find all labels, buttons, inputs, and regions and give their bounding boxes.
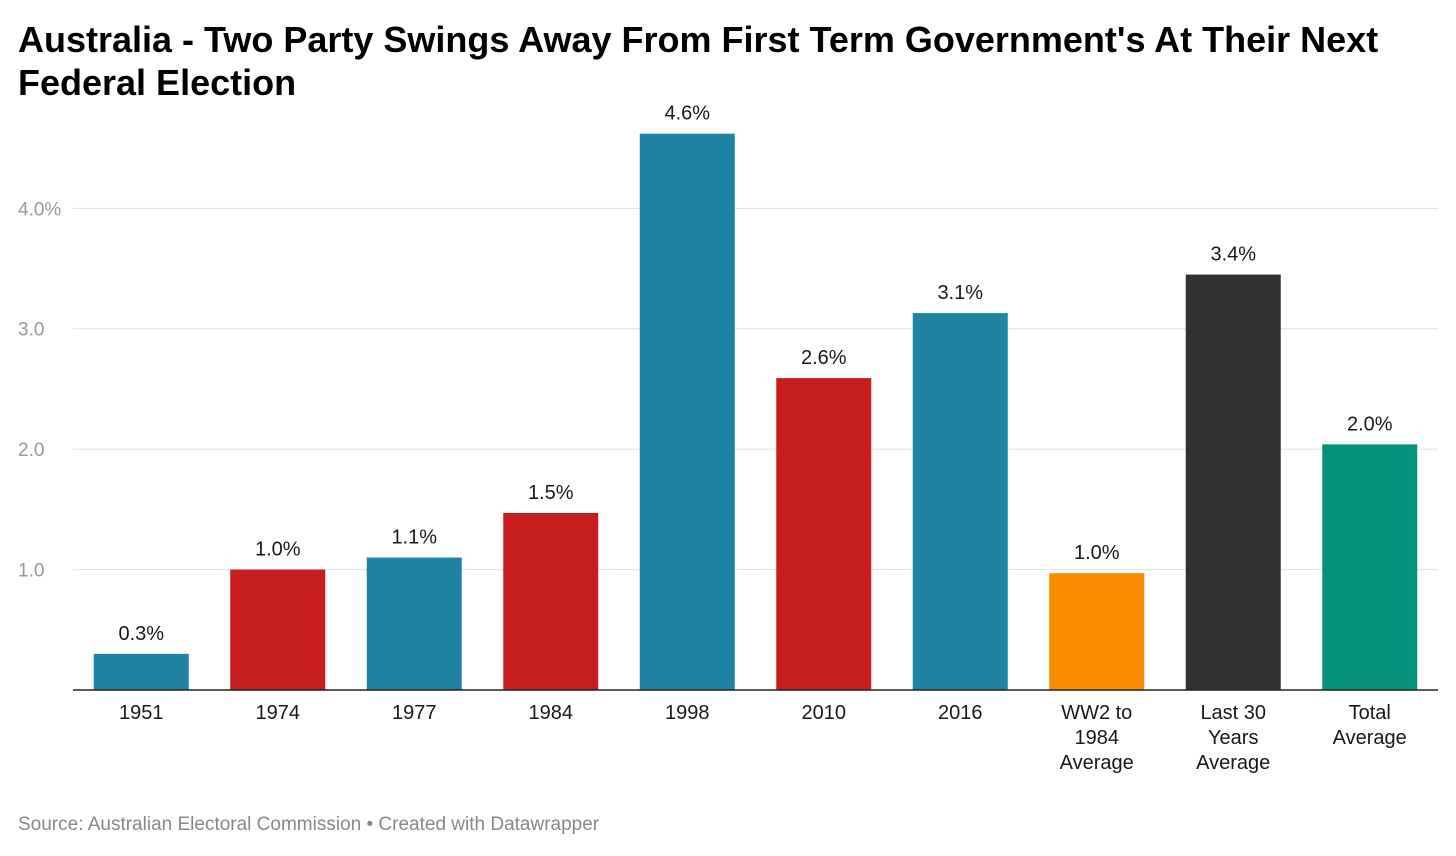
x-tick-label: Total [1349,702,1391,724]
bar [1185,274,1281,690]
value-label: 1.0% [255,539,301,561]
y-axis-tick-labels: 1.0 2.0 3.0 4.0% [18,199,61,581]
x-tick-label: Years [1208,727,1258,749]
x-tick-label: 2016 [938,702,983,724]
bar [1049,573,1145,690]
y-tick-label: 2.0 [18,440,44,461]
x-axis-category-labels: 1951 1974 1977 1984 1998 2010 2016 WW2 to 1984 Av… [119,702,1407,774]
value-label: 3.1% [937,282,983,304]
x-tick-label: 1977 [392,702,437,724]
bar [912,313,1008,690]
value-label: 0.3% [118,623,164,645]
bar [776,378,872,690]
credit-note: Created with Datawrapper [378,814,600,835]
x-tick-label: 1984 [1075,727,1120,749]
y-tick-label: 1.0 [18,561,44,582]
value-label: 3.4% [1210,244,1256,266]
bars [93,133,1418,691]
bar [230,569,326,690]
y-tick-label: 3.0 [18,320,44,341]
bar [93,653,189,690]
x-tick-label: 1998 [665,702,710,724]
value-label: 1.1% [391,527,437,549]
value-labels: 0.3% 1.0% 1.1% 1.5% 4.6% 2.6% 3.1% 1.0% 3.4% 2.0% [118,103,1392,645]
chart-footer: Source: Australian Electoral Commission … [18,814,599,836]
bar [503,512,599,690]
x-tick-label: WW2 to [1061,702,1132,724]
x-tick-label: Average [1333,727,1407,749]
x-tick-label: Last 30 [1200,702,1266,724]
y-tick-label: 4.0% [18,199,61,220]
bar [366,557,462,690]
x-tick-label: 2010 [802,702,847,724]
x-tick-label: 1951 [119,702,164,724]
x-tick-label: 1984 [529,702,574,724]
chart-title: Australia - Two Party Swings Away From F… [18,19,1379,103]
x-tick-label: Average [1060,752,1134,774]
value-label: 2.0% [1347,413,1393,435]
x-tick-label: 1974 [256,702,301,724]
value-label: 1.5% [528,482,574,504]
source-note: Source: Australian Electoral Commission [18,814,362,835]
value-label: 2.6% [801,347,847,369]
value-label: 1.0% [1074,542,1120,564]
x-tick-label: Average [1196,752,1270,774]
bar [639,133,735,691]
bar [1322,444,1418,690]
value-label: 4.6% [664,103,710,125]
footer-separator: • [361,814,379,835]
